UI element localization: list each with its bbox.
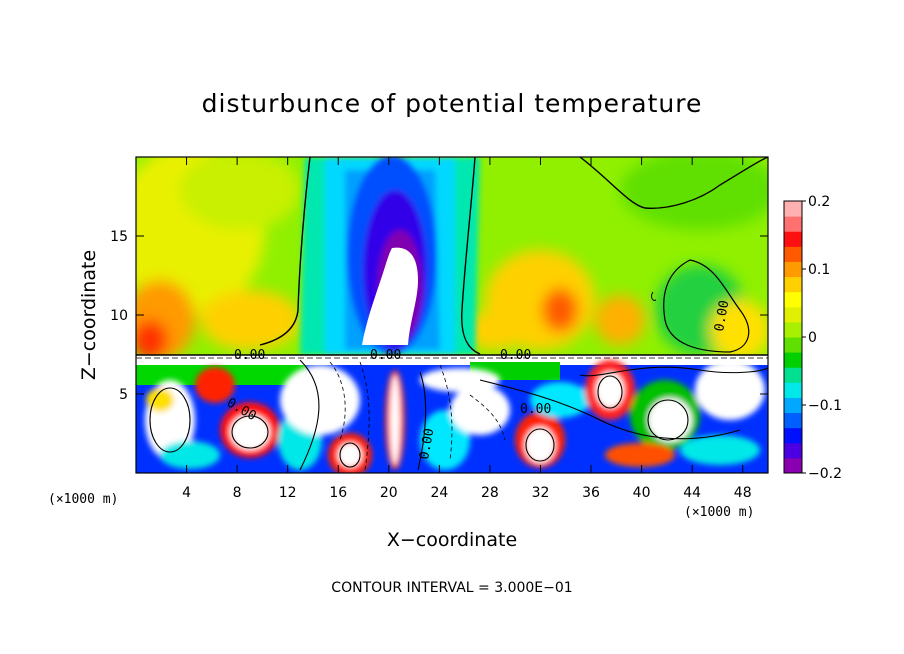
x-tick-label: 20 [380, 485, 398, 501]
colorbar-swatch [784, 442, 802, 459]
x-tick-label: 8 [233, 485, 242, 501]
colorbar-tick-label: −0.2 [808, 466, 842, 482]
contour-label: 0.00 [370, 348, 401, 363]
contour-label: 0.00 [520, 402, 551, 417]
colorbar-swatch [784, 291, 802, 308]
colorbar-swatch [784, 231, 802, 247]
x-axis-label: X−coordinate [387, 529, 517, 551]
colorbar-swatch [784, 397, 802, 414]
y-axis: 5 10 15 [110, 229, 768, 403]
y-axis-label: Z−coordinate [78, 250, 100, 380]
colorbar-swatch [784, 246, 802, 262]
x-tick-label: 16 [329, 485, 347, 501]
contour-label: 0.00 [712, 299, 732, 332]
y-tick-label: 10 [110, 308, 128, 324]
x-unit-right: (×1000 m) [684, 505, 754, 520]
colorbar-swatch [784, 427, 802, 444]
contour-interval-note: CONTOUR INTERVAL = 3.000E−01 [331, 580, 572, 596]
colorbar-swatch [784, 306, 802, 323]
lower-field [136, 355, 768, 473]
x-tick-label: 40 [633, 485, 651, 501]
contour-label: 0.00 [500, 348, 531, 363]
y-tick-label: 15 [110, 229, 128, 245]
x-tick-label: 12 [279, 485, 297, 501]
colorbar-swatch [784, 337, 802, 353]
colorbar-swatch [784, 412, 802, 429]
x-tick-label: 36 [582, 485, 600, 501]
colorbar-tick-label: 0 [808, 330, 817, 346]
colorbar-swatch [784, 276, 802, 293]
chart-title: disturbunce of potential temperature [202, 89, 703, 118]
x-tick-label: 32 [532, 485, 550, 501]
contour-label: 0.00 [417, 427, 437, 460]
contour-label: 0.00 [234, 348, 265, 363]
y-tick-label: 5 [119, 387, 128, 403]
x-tick-label: 24 [430, 485, 448, 501]
colorbar-swatch [784, 367, 802, 383]
colorbar-swatch [784, 216, 802, 232]
colorbar-tick-label: −0.1 [808, 398, 842, 414]
x-tick-label: 44 [683, 485, 701, 501]
x-axis: 4 8 12 16 20 24 28 32 36 40 44 48 [182, 157, 752, 501]
x-tick-label: 28 [481, 485, 499, 501]
colorbar-tick-label: 0.1 [808, 262, 830, 278]
colorbar-swatch [784, 321, 802, 338]
x-tick-label: 4 [182, 485, 191, 501]
colorbar-swatch [784, 352, 802, 368]
x-tick-label: 48 [734, 485, 752, 501]
plot-area: 0.00 0.00 0.00 0.00 0.00 0.00 0.00 [135, 156, 769, 474]
colorbar: 0.2 0.1 0 −0.1 −0.2 [783, 194, 842, 482]
colorbar-swatch [784, 201, 802, 217]
x-unit-left: (×1000 m) [48, 492, 118, 507]
colorbar-swatch [784, 382, 802, 398]
upper-field [136, 157, 768, 360]
colorbar-swatch [784, 261, 802, 278]
colorbar-swatch [784, 457, 802, 474]
colorbar-tick-label: 0.2 [808, 194, 830, 210]
